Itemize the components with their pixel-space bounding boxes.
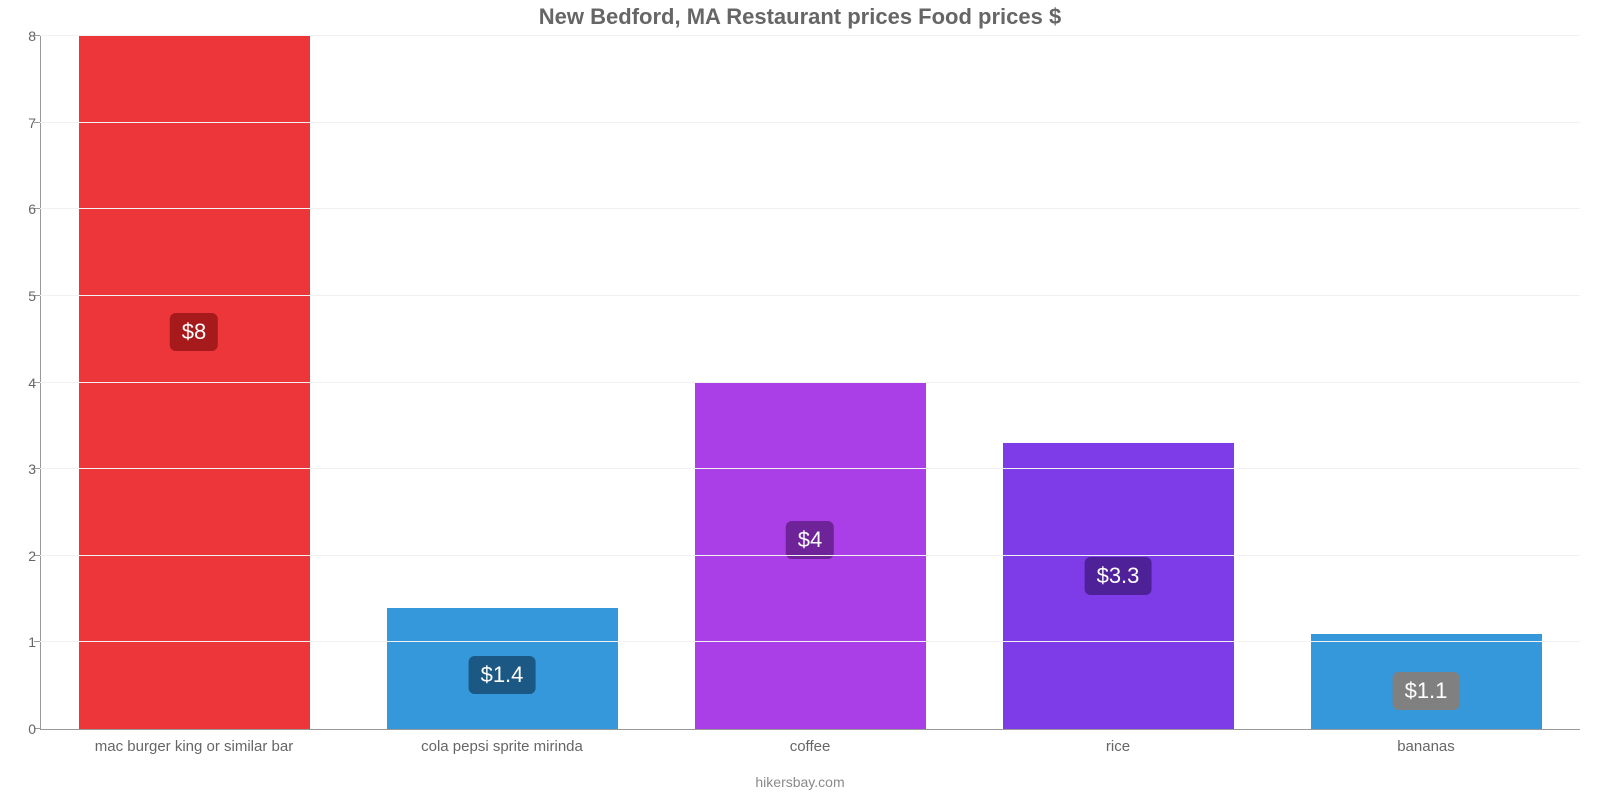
bar-value-label: $8 [170, 313, 218, 351]
bar-value-label: $1.1 [1393, 672, 1460, 710]
y-tick-label: 7 [10, 115, 36, 131]
y-tick-label: 0 [10, 721, 36, 737]
y-tick-label: 3 [10, 461, 36, 477]
x-axis-label: rice [1106, 738, 1130, 755]
x-axis-label: cola pepsi sprite mirinda [421, 738, 583, 755]
grid-line [40, 208, 1580, 209]
bar: $3.3 [1003, 443, 1234, 729]
bar: $1.1 [1311, 634, 1542, 729]
bar: $4 [695, 383, 926, 730]
chart-title: New Bedford, MA Restaurant prices Food p… [0, 4, 1600, 30]
grid-line [40, 295, 1580, 296]
chart-footer: hikersbay.com [0, 774, 1600, 790]
grid-line [40, 641, 1580, 642]
bar-value-label: $4 [786, 521, 834, 559]
bar: $1.4 [387, 608, 618, 729]
bar-value-label: $1.4 [469, 656, 536, 694]
price-bar-chart: New Bedford, MA Restaurant prices Food p… [0, 0, 1600, 800]
grid-line [40, 35, 1580, 36]
x-axis-label: bananas [1397, 738, 1455, 755]
grid-line [40, 382, 1580, 383]
grid-line [40, 122, 1580, 123]
y-tick-label: 4 [10, 375, 36, 391]
x-axis-label: mac burger king or similar bar [95, 738, 293, 755]
bar-value-label: $3.3 [1085, 557, 1152, 595]
plot-area: $8$1.4$4$3.3$1.1 012345678 [40, 36, 1580, 730]
bars-container: $8 $1.4 $4 $3.3 $1.1 [40, 36, 1580, 729]
y-tick-label: 5 [10, 288, 36, 304]
x-axis-labels: mac burger king or similar bar cola pepsi… [40, 738, 1580, 762]
x-axis-label: coffee [790, 738, 831, 755]
y-tick-label: 8 [10, 28, 36, 44]
y-tick-label: 2 [10, 548, 36, 564]
y-tick-label: 1 [10, 634, 36, 650]
grid-line [40, 555, 1580, 556]
y-tick-label: 6 [10, 201, 36, 217]
grid-line [40, 468, 1580, 469]
bar: $8 [79, 36, 310, 729]
